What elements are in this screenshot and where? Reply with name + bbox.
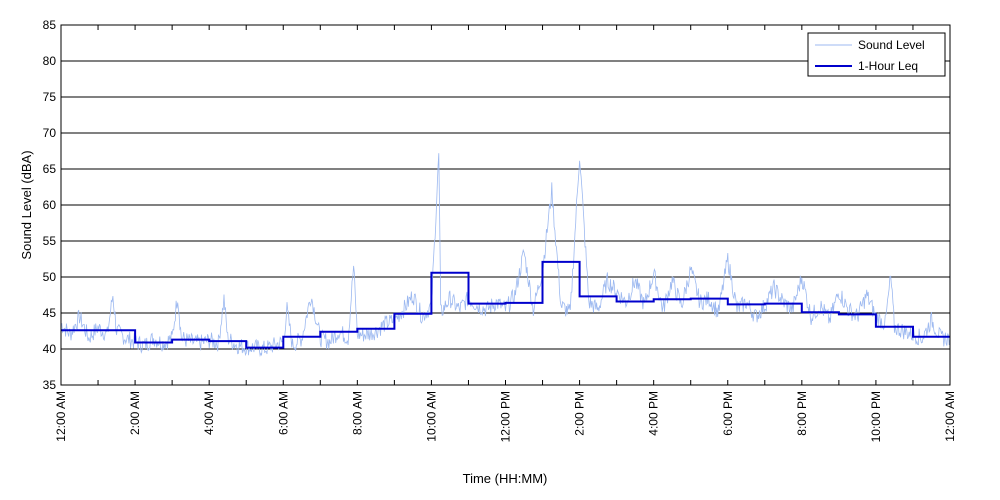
- legend-label-sound-level: Sound Level: [858, 38, 925, 52]
- x-tick-label: 6:00 AM: [276, 391, 290, 435]
- y-tick-label: 55: [43, 234, 57, 248]
- x-axis-title: Time (HH:MM): [463, 471, 548, 486]
- series-1-hour-leq: [61, 260, 950, 349]
- y-tick-label: 35: [43, 378, 57, 392]
- legend: Sound Level 1-Hour Leq: [807, 32, 946, 77]
- y-axis: 35 40 45 50 55 60 65 70 75 80 85: [43, 18, 950, 392]
- x-tick-label: 2:00 PM: [573, 391, 587, 436]
- y-tick-label: 60: [43, 198, 57, 212]
- x-tick-label: 8:00 AM: [350, 391, 364, 435]
- x-tick-label: 4:00 PM: [647, 391, 661, 436]
- y-tick-label: 65: [43, 162, 57, 176]
- y-tick-label: 40: [43, 342, 57, 356]
- x-tick-label: 6:00 PM: [721, 391, 735, 436]
- y-tick-label: 70: [43, 126, 57, 140]
- x-tick-label: 10:00 PM: [869, 391, 883, 442]
- y-tick-label: 45: [43, 306, 57, 320]
- x-tick-label: 4:00 AM: [202, 391, 216, 435]
- x-tick-label: 10:00 AM: [424, 391, 438, 442]
- legend-box: [807, 32, 946, 77]
- x-tick-label: 2:00 AM: [128, 391, 142, 435]
- grid-lines: [61, 60, 950, 350]
- y-tick-label: 75: [43, 90, 57, 104]
- x-tick-label: 12:00 AM: [54, 391, 68, 442]
- series-sound-level: [60, 153, 951, 357]
- x-tick-label: 12:00 PM: [499, 391, 513, 442]
- legend-label-1-hour-leq: 1-Hour Leq: [858, 59, 918, 73]
- series-layer: [60, 153, 951, 357]
- y-tick-label: 50: [43, 270, 57, 284]
- y-axis-title: Sound Level (dBA): [19, 150, 34, 259]
- x-axis: 12:00 AM 2:00 AM 4:00 AM 6:00 AM 8:00 AM 10:0…: [54, 25, 957, 442]
- x-tick-label: 8:00 PM: [795, 391, 809, 436]
- y-tick-label: 85: [43, 18, 57, 32]
- y-tick-label: 80: [43, 54, 57, 68]
- x-tick-label: 12:00 AM: [943, 391, 957, 442]
